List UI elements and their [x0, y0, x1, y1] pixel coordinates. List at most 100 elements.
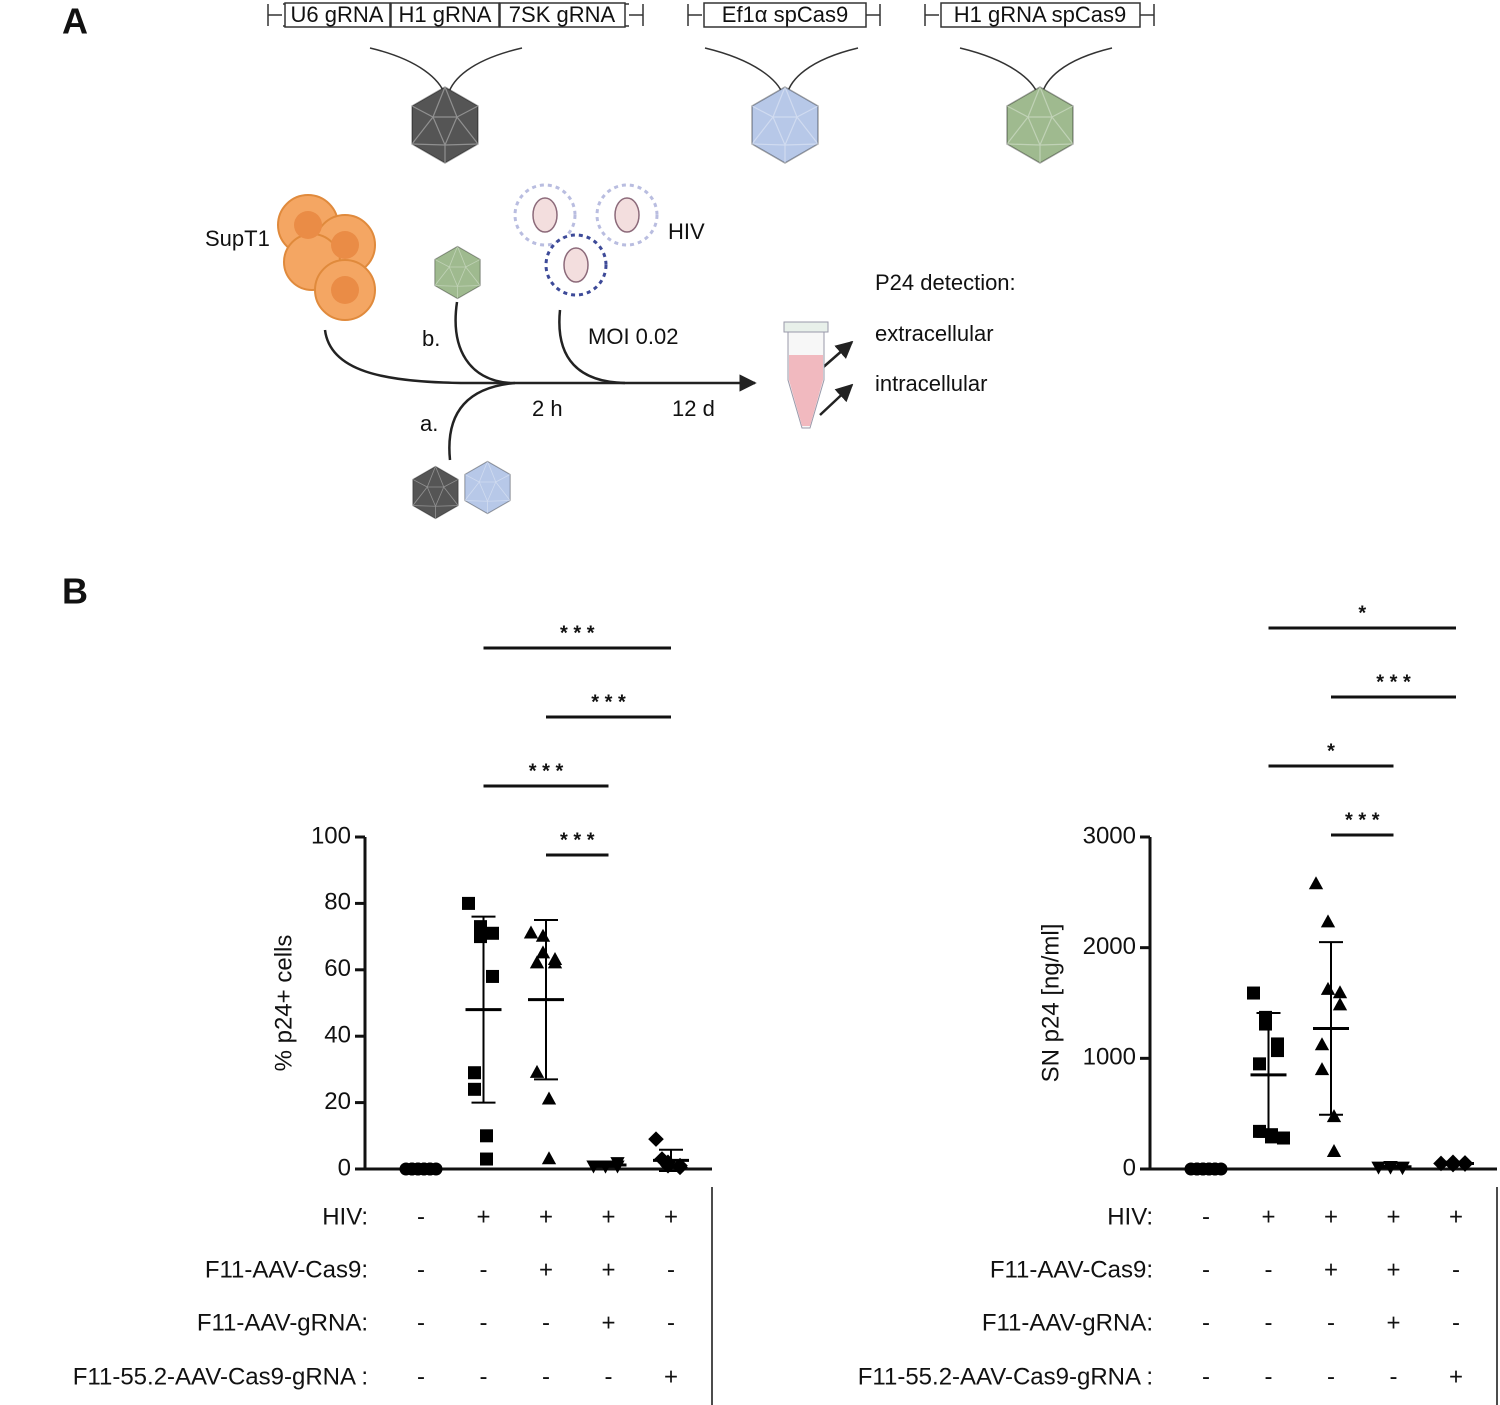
condition-cell: + — [1261, 1203, 1275, 1230]
condition-cell: + — [1386, 1309, 1400, 1336]
data-point — [462, 896, 475, 910]
data-point — [1308, 876, 1324, 890]
data-point — [486, 969, 499, 983]
condition-label: F11-55.2-AAV-Cas9-gRNA : — [73, 1363, 368, 1390]
condition-cell: - — [1327, 1363, 1335, 1390]
route-label: a. — [420, 411, 438, 436]
condition-cell: - — [417, 1309, 425, 1336]
significance-label: * * * — [591, 691, 626, 713]
aav-capsid — [412, 465, 459, 520]
data-point — [672, 1159, 688, 1176]
condition-cell: - — [1265, 1256, 1273, 1283]
condition-cell: - — [605, 1363, 613, 1390]
data-point — [529, 1064, 545, 1078]
y-tick-label: 80 — [324, 889, 351, 916]
condition-label: F11-AAV-Cas9: — [990, 1256, 1153, 1283]
condition-cell: - — [667, 1309, 675, 1336]
constructs — [267, 2, 1155, 96]
condition-cell: - — [667, 1256, 675, 1283]
data-point — [1277, 1131, 1290, 1145]
time-label: 2 h — [532, 396, 563, 421]
aav-capsid — [411, 86, 479, 164]
panel-label: B — [62, 571, 88, 612]
data-point — [468, 1066, 481, 1080]
route-label: b. — [422, 326, 440, 351]
aav-capsid — [434, 245, 481, 300]
panel-label: A — [62, 1, 88, 42]
data-point — [1314, 1062, 1330, 1076]
condition-label: F11-AAV-gRNA: — [197, 1309, 368, 1336]
y-axis-label: % p24+ cells — [270, 935, 297, 1072]
data-point — [1326, 1144, 1342, 1158]
data-point — [535, 945, 551, 959]
construct-label: H1 gRNA — [399, 2, 492, 27]
condition-cell: + — [1449, 1203, 1463, 1230]
data-point — [480, 1152, 493, 1166]
data-point — [547, 955, 563, 969]
data-point — [480, 1129, 493, 1143]
condition-cell: + — [1324, 1256, 1338, 1283]
detection-item: intracellular — [875, 371, 988, 396]
data-point — [468, 1082, 481, 1096]
y-tick-label: 0 — [338, 1154, 351, 1181]
condition-cell: + — [1324, 1203, 1338, 1230]
condition-cell: - — [417, 1363, 425, 1390]
data-point — [1259, 1017, 1272, 1031]
significance-label: * * * — [1345, 809, 1380, 831]
workflow-arrows — [323, 301, 854, 461]
aav-capsid — [464, 460, 511, 515]
condition-cell: + — [1449, 1363, 1463, 1390]
condition-cell: - — [417, 1256, 425, 1283]
data-point — [1253, 1124, 1266, 1138]
data-point — [523, 925, 539, 939]
data-point — [529, 955, 545, 969]
condition-cell: - — [1327, 1309, 1335, 1336]
construct-label: Ef1α spCas9 — [722, 2, 848, 27]
condition-cell: - — [1452, 1256, 1460, 1283]
condition-cell: + — [1386, 1203, 1400, 1230]
y-tick-label: 0 — [1123, 1154, 1136, 1181]
condition-cell: + — [476, 1203, 490, 1230]
condition-cell: - — [1202, 1203, 1210, 1230]
aav-capsid — [1006, 86, 1074, 164]
data-point — [1332, 997, 1348, 1011]
construct-label: 7SK gRNA — [509, 2, 616, 27]
construct-label: H1 gRNA spCas9 — [954, 2, 1126, 27]
condition-cell: - — [417, 1203, 425, 1230]
condition-label: F11-AAV-gRNA: — [982, 1309, 1153, 1336]
y-tick-label: 2000 — [1083, 933, 1136, 960]
condition-cell: - — [1202, 1256, 1210, 1283]
y-tick-label: 1000 — [1083, 1044, 1136, 1071]
condition-cell: - — [542, 1363, 550, 1390]
condition-cell: - — [1265, 1309, 1273, 1336]
virus-label: HIV — [668, 219, 705, 244]
condition-cell: - — [1202, 1309, 1210, 1336]
tube — [783, 321, 829, 429]
condition-cell: - — [1452, 1309, 1460, 1336]
y-tick-label: 100 — [311, 822, 351, 849]
aav-capsid — [751, 86, 819, 164]
data-point — [1320, 981, 1336, 995]
y-tick-label: 40 — [324, 1022, 351, 1049]
condition-cell: + — [539, 1256, 553, 1283]
data-point — [541, 1091, 557, 1105]
condition-cell: - — [480, 1363, 488, 1390]
detection-title: P24 detection: — [875, 270, 1016, 295]
significance-label: * — [1327, 740, 1335, 762]
condition-cell: + — [601, 1309, 615, 1336]
condition-cell: - — [1202, 1363, 1210, 1390]
data-point — [1320, 914, 1336, 928]
moi-label: MOI 0.02 — [588, 324, 678, 349]
data-point — [1253, 1057, 1266, 1071]
condition-cell: - — [542, 1309, 550, 1336]
data-point — [1271, 1044, 1284, 1058]
data-point — [1332, 985, 1348, 999]
significance-label: * * * — [529, 760, 564, 782]
condition-cell: + — [539, 1203, 553, 1230]
significance-label: * * * — [1376, 671, 1411, 693]
condition-cell: + — [601, 1256, 615, 1283]
data-point — [648, 1131, 664, 1147]
detection-item: extracellular — [875, 321, 994, 346]
condition-label: HIV: — [322, 1203, 368, 1230]
condition-label: F11-AAV-Cas9: — [205, 1256, 368, 1283]
